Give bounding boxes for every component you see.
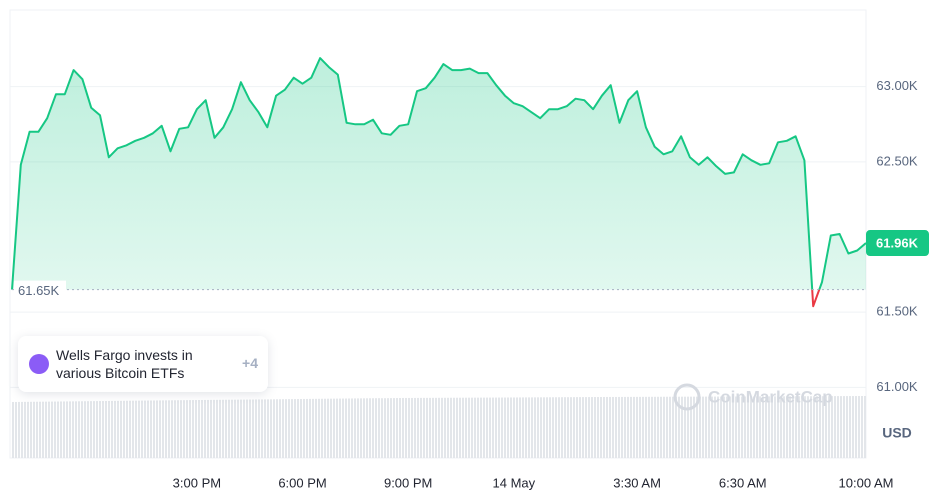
y-tick-label: 62.50K [876,153,918,168]
x-tick-label: 9:00 PM [384,475,432,490]
y-tick-label: 61.00K [876,379,918,394]
event-annotation[interactable]: Wells Fargo invests in various Bitcoin E… [18,336,268,392]
x-tick-label: 10:00 AM [839,475,894,490]
x-tick-label: 3:30 AM [613,475,661,490]
volume-area [12,396,866,458]
y-tick-label: 61.50K [876,304,918,319]
y-tick-label: 63.00K [876,78,918,93]
price-line [11,57,867,290]
x-tick-label: 6:30 AM [719,475,767,490]
event-count: +4 [242,355,258,371]
watermark: CoinMarketCap [673,383,833,411]
last-price-badge [866,230,929,257]
watermark-text: CoinMarketCap [708,387,833,406]
event-icon [29,354,49,374]
plot-layer: 61.00K 61.50K 62.50K 63.00K 3:00 PM 6:00 PM 9:… [10,57,929,490]
baseline-label-bg [14,280,66,299]
baseline-label: 61.65K [18,283,60,298]
x-tick-label: 3:00 PM [173,475,221,490]
last-price-label: 61.96K [876,235,919,250]
price-area [12,58,866,290]
unit-label: USD [882,425,912,441]
x-tick-label: 14 May [493,475,536,490]
event-text: Wells Fargo invests in various Bitcoin E… [56,347,193,381]
x-tick-label: 6:00 PM [278,475,326,490]
